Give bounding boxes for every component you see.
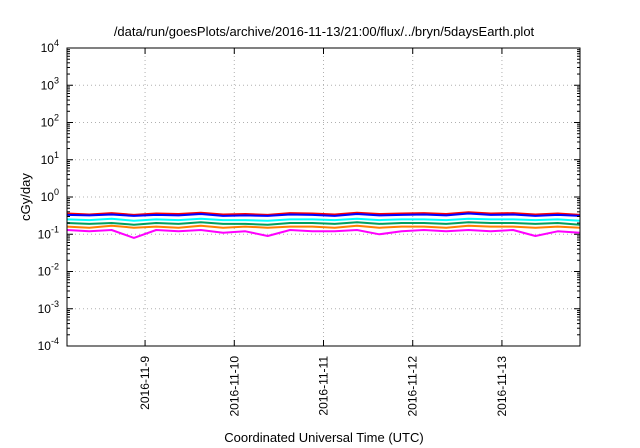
y-tick-label: 104 [41,38,59,55]
x-tick-label: 2016-11-10 [227,356,241,417]
x-tick-label: 2016-11-11 [317,356,331,416]
x-tick-label: 2016-11-9 [138,356,152,410]
y-tick-label: 10-1 [38,224,59,241]
series-line [66,224,581,229]
y-tick-label: 102 [41,113,59,130]
series-line [66,221,581,226]
x-axis-label: Coordinated Universal Time (UTC) [224,430,423,445]
grid [67,48,580,346]
plot-frame [66,47,581,347]
chart-title: /data/run/goesPlots/archive/2016-11-13/2… [114,24,535,39]
series-line [66,211,581,216]
y-tick-label: 101 [41,150,59,167]
y-tick-label: 10-4 [38,336,59,353]
y-tick-label: 103 [41,75,59,92]
series-lines [66,211,581,239]
y-ticks: 10-4 10-3 10-2 10-1 100 101 102 103 104 [38,38,580,353]
series-line [66,212,581,217]
x-tick-label: 2016-11-12 [406,356,420,417]
x-ticks: 2016-11-9 2016-11-10 2016-11-11 2016-11-12 2… [138,48,509,417]
y-tick-label: 100 [41,187,59,204]
y-tick-label: 10-3 [38,299,59,316]
y-axis-label: cGy/day [18,173,33,221]
series-line [66,229,581,239]
x-tick-label: 2016-11-13 [495,356,509,417]
y-tick-label: 10-2 [38,262,59,279]
series-line [66,217,581,222]
